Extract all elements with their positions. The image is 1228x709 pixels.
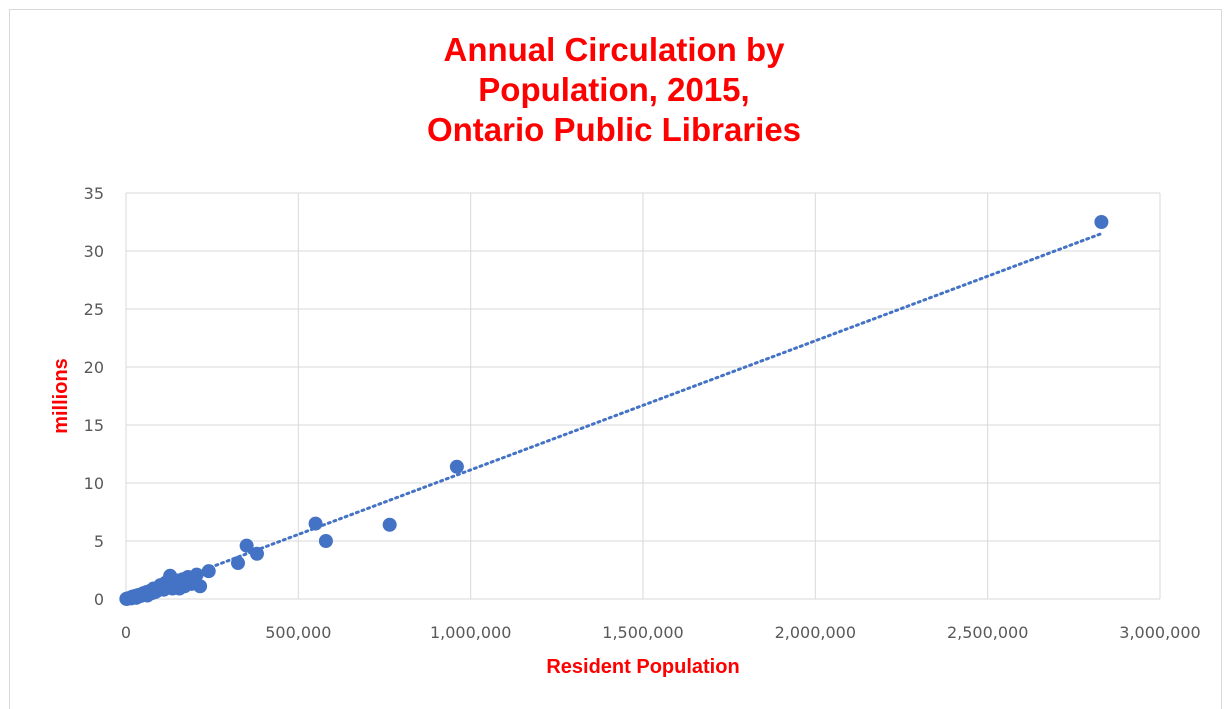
data-points [119, 215, 1109, 606]
trendline-group [124, 232, 1103, 601]
chart-title: Annual Circulation by Population, 2015, … [0, 30, 1228, 150]
data-point [449, 459, 464, 474]
data-point [382, 517, 397, 532]
chart-title-line-3: Ontario Public Libraries [426, 111, 802, 148]
y-tick-label: 15 [84, 416, 104, 435]
x-tick-label: 3,000,000 [1119, 623, 1200, 642]
data-point [140, 588, 155, 603]
data-point [201, 564, 216, 579]
data-point [231, 556, 246, 571]
gridlines [125, 192, 1161, 600]
y-tick-label: 25 [84, 300, 104, 319]
y-tick-label: 20 [84, 358, 104, 377]
chart-title-line-2: Population, 2015, [478, 71, 750, 108]
y-tick-label: 30 [84, 242, 104, 261]
y-tick-labels: 0 5 10 15 20 25 30 35 [84, 184, 104, 609]
data-point [1094, 215, 1109, 229]
chart-title-line-1: Annual Circulation by [443, 31, 785, 68]
x-tick-label: 2,000,000 [775, 623, 856, 642]
x-tick-label: 0 [121, 623, 131, 642]
x-axis-title: Resident Population [546, 656, 739, 678]
x-tick-labels: 0 500,000 1,000,000 1,500,000 2,000,000 2,500… [121, 623, 1201, 642]
y-tick-label: 5 [94, 532, 104, 551]
x-tick-label: 1,500,000 [602, 623, 683, 642]
data-point [318, 534, 333, 548]
y-tick-label: 0 [94, 590, 104, 609]
x-tick-label: 2,500,000 [947, 623, 1028, 642]
chart-frame [9, 9, 1222, 709]
trendline [124, 232, 1103, 601]
data-point [239, 538, 254, 553]
data-point [308, 516, 323, 531]
data-point [249, 546, 264, 561]
y-axis-title: millions [50, 358, 72, 434]
y-tick-label: 10 [84, 474, 104, 493]
y-tick-label: 35 [84, 184, 104, 203]
x-tick-label: 1,000,000 [430, 623, 511, 642]
x-tick-label: 500,000 [265, 623, 331, 642]
